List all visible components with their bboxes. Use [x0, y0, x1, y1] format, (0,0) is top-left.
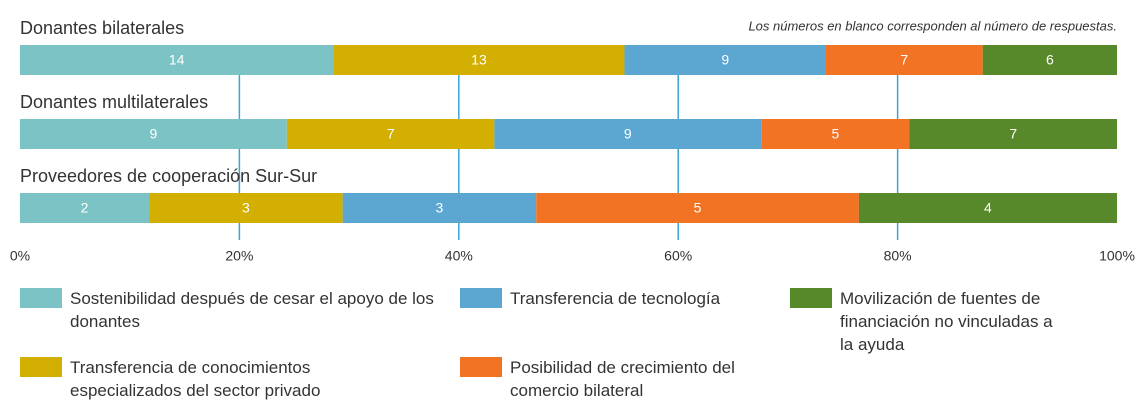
legend-label: Transferencia de conocimientos especiali… [70, 358, 321, 400]
bar-segment [20, 119, 287, 149]
value-label: 2 [81, 200, 89, 216]
bar-segment [494, 119, 762, 149]
legend-swatch [790, 288, 832, 308]
bar-segment [982, 45, 1117, 75]
value-label: 4 [984, 200, 992, 216]
value-label: 7 [1009, 126, 1017, 142]
legend-swatch [20, 288, 62, 308]
legend-swatch [20, 357, 62, 377]
value-label: 13 [471, 52, 487, 68]
value-label: 7 [387, 126, 395, 142]
legend-swatch [460, 288, 502, 308]
bar-segment [858, 193, 1117, 223]
x-tick-label: 40% [445, 248, 473, 264]
legend-item: Sostenibilidad después de cesar el apoyo… [20, 287, 450, 333]
bar-segment [624, 45, 826, 75]
legend-swatch [460, 357, 502, 377]
value-label: 7 [900, 52, 908, 68]
note: Los números en blanco corresponden al nú… [748, 18, 1117, 33]
value-label: 6 [1046, 52, 1054, 68]
bar-segment [825, 45, 983, 75]
row-label: Proveedores de cooperación Sur-Sur [20, 166, 317, 186]
legend-item: Posibilidad de crecimiento del comercio … [460, 356, 750, 402]
x-tick-label: 0% [10, 248, 30, 264]
legend-label: Sostenibilidad después de cesar el apoyo… [70, 289, 434, 331]
bar-segment [342, 193, 537, 223]
bar-segment [20, 45, 334, 75]
bar-segment [149, 193, 343, 223]
bar-segment [536, 193, 859, 223]
legend-item: Transferencia de tecnología [460, 287, 770, 310]
legend-item: Movilización de fuentes de financiación … [790, 287, 1070, 356]
row-label: Donantes multilaterales [20, 92, 208, 112]
x-tick-label: 20% [225, 248, 253, 264]
bar-segment [286, 119, 495, 149]
x-tick-label: 100% [1099, 248, 1135, 264]
bar-segment [333, 45, 625, 75]
legend-label: Posibilidad de crecimiento del comercio … [510, 358, 735, 400]
row-label: Donantes bilaterales [20, 18, 184, 38]
legend-label: Movilización de fuentes de financiación … [840, 289, 1053, 354]
value-label: 3 [242, 200, 250, 216]
bar-segment [909, 119, 1117, 149]
value-label: 5 [831, 126, 839, 142]
value-label: 3 [436, 200, 444, 216]
value-label: 9 [624, 126, 632, 142]
value-label: 14 [169, 52, 185, 68]
value-label: 9 [150, 126, 158, 142]
value-label: 9 [721, 52, 729, 68]
x-tick-label: 60% [664, 248, 692, 264]
value-label: 5 [694, 200, 702, 216]
bar-segment [761, 119, 910, 149]
bar-segment [20, 193, 150, 223]
legend-label: Transferencia de tecnología [510, 289, 721, 308]
legend-item: Transferencia de conocimientos especiali… [20, 356, 330, 402]
x-tick-label: 80% [884, 248, 912, 264]
